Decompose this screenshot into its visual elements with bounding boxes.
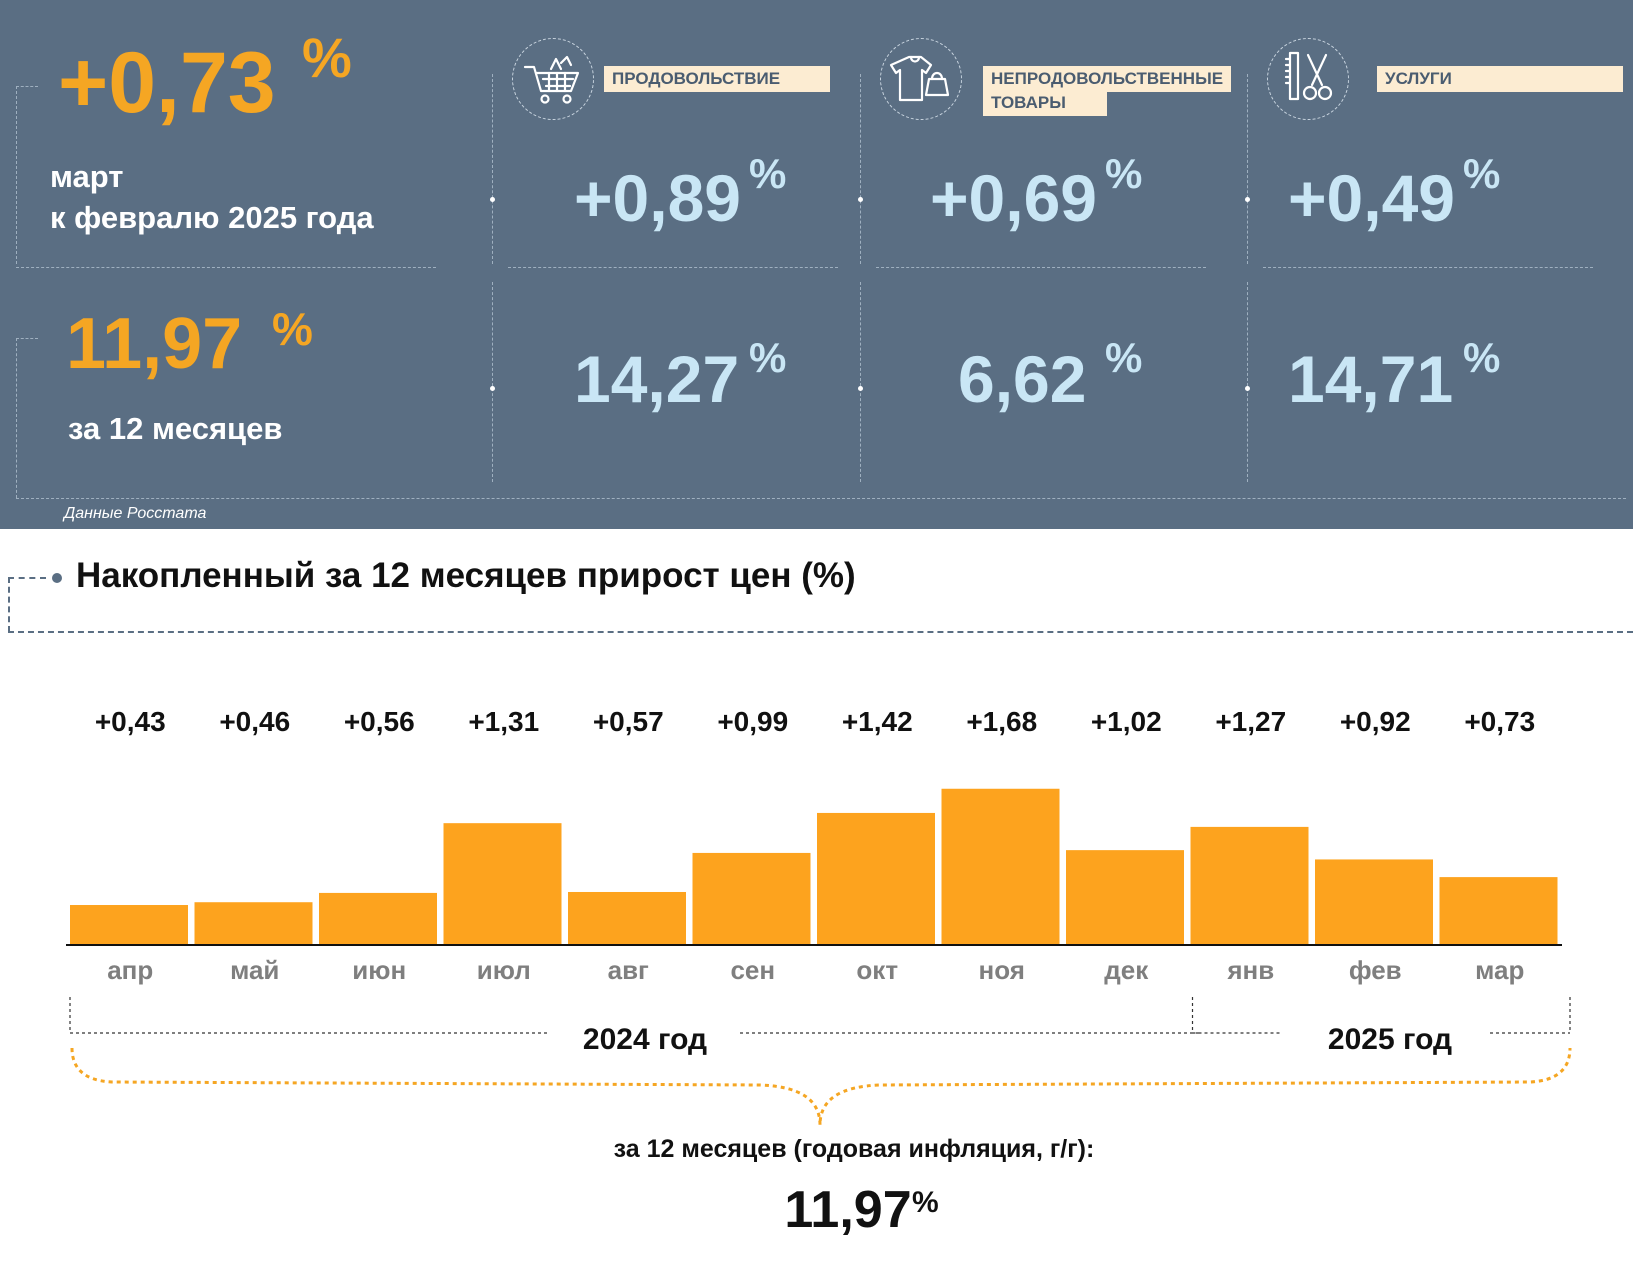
x-tick-label: фев [1349, 955, 1402, 985]
summary-brace [70, 1047, 1572, 1126]
category-annual-value: 6,62 [958, 342, 1087, 416]
x-tick-label: июл [477, 955, 531, 985]
x-tick-label: сен [730, 955, 775, 985]
data-label: +0,43 [95, 706, 166, 737]
x-tick-label: дек [1104, 955, 1149, 985]
bar-окт [817, 812, 935, 945]
annual-inflation-unit: % [272, 303, 313, 355]
bar-янв [1190, 826, 1309, 945]
monthly-period-line1: март [50, 159, 124, 194]
bar-сен [692, 852, 811, 945]
x-tick-label: окт [856, 955, 898, 985]
category-monthly-unit: % [1105, 150, 1143, 197]
x-tick-label: ноя [979, 955, 1025, 985]
bar-авг [568, 891, 686, 945]
clothes-bag-icon [880, 38, 962, 120]
category-label-line2: ТОВАРЫ [983, 90, 1107, 116]
x-tick-label: авг [608, 955, 649, 985]
bar-дек [1066, 850, 1184, 945]
category-annual-unit: % [749, 334, 787, 381]
category-annual-value: 14,27 [574, 342, 740, 416]
summary-label: за 12 месяцев (годовая инфляция, г/г): [614, 1135, 1095, 1163]
data-label: +0,46 [219, 706, 290, 737]
category-annual-unit: % [1463, 334, 1501, 381]
category-annual-value: 14,71 [1288, 342, 1454, 416]
data-label: +1,27 [1215, 706, 1286, 737]
category-label: ПРОДОВОЛЬСТВИЕ [604, 66, 830, 92]
category-monthly-value: +0,69 [930, 161, 1097, 235]
bar-апр [70, 905, 188, 945]
data-label: +0,99 [717, 706, 788, 737]
chart-title: Накопленный за 12 месяцев прирост цен (%… [76, 556, 856, 595]
category-monthly-unit: % [749, 150, 787, 197]
bar-май [194, 902, 313, 945]
category-label: УСЛУГИ [1377, 66, 1623, 92]
category-monthly-unit: % [1463, 150, 1501, 197]
data-label: +0,92 [1340, 706, 1411, 737]
x-tick-label: янв [1226, 955, 1274, 985]
data-label: +0,56 [344, 706, 415, 737]
category-label-line1: НЕПРОДОВОЛЬСТВЕННЫЕ [983, 66, 1232, 92]
year-label-2024: 2024 год [583, 1023, 707, 1056]
x-tick-label: апр [107, 955, 153, 985]
summary-value: 11,97 [784, 1181, 911, 1239]
bar-июл [443, 823, 562, 945]
category-annual-unit: % [1105, 334, 1143, 381]
monthly-period-line2: к февралю 2025 года [50, 200, 374, 235]
bar-мар [1439, 877, 1558, 945]
data-label: +1,31 [468, 706, 539, 737]
data-label: +1,68 [966, 706, 1037, 737]
monthly-inflation-value: +0,73 [58, 35, 276, 131]
bar-ноя [941, 788, 1060, 945]
inflation-summary-panel: +0,73 % март к февралю 2025 года 11,97 %… [0, 0, 1633, 529]
data-label: +1,02 [1091, 706, 1162, 737]
shopping-cart-icon [512, 38, 594, 120]
year-bracket [69, 997, 1571, 1034]
comb-scissors-icon [1267, 38, 1349, 120]
annual-inflation-value: 11,97 [66, 304, 243, 384]
monthly-inflation-unit: % [302, 26, 352, 89]
x-tick-label: май [230, 955, 279, 985]
x-tick-label: июн [352, 955, 406, 985]
category-monthly-value: +0,49 [1288, 161, 1455, 235]
x-tick-label: мар [1475, 955, 1524, 985]
summary-unit: % [912, 1186, 939, 1219]
data-label: +1,42 [842, 706, 913, 737]
bar-фев [1315, 859, 1433, 945]
title-bullet [52, 573, 62, 583]
year-label-2025: 2025 год [1328, 1023, 1452, 1056]
bar-июн [319, 892, 437, 945]
category-monthly-value: +0,89 [574, 161, 741, 235]
annual-period-label: за 12 месяцев [68, 411, 283, 446]
source-note: Данные Росстата [64, 505, 207, 522]
data-label: +0,57 [593, 706, 664, 737]
data-label: +0,73 [1464, 706, 1535, 737]
